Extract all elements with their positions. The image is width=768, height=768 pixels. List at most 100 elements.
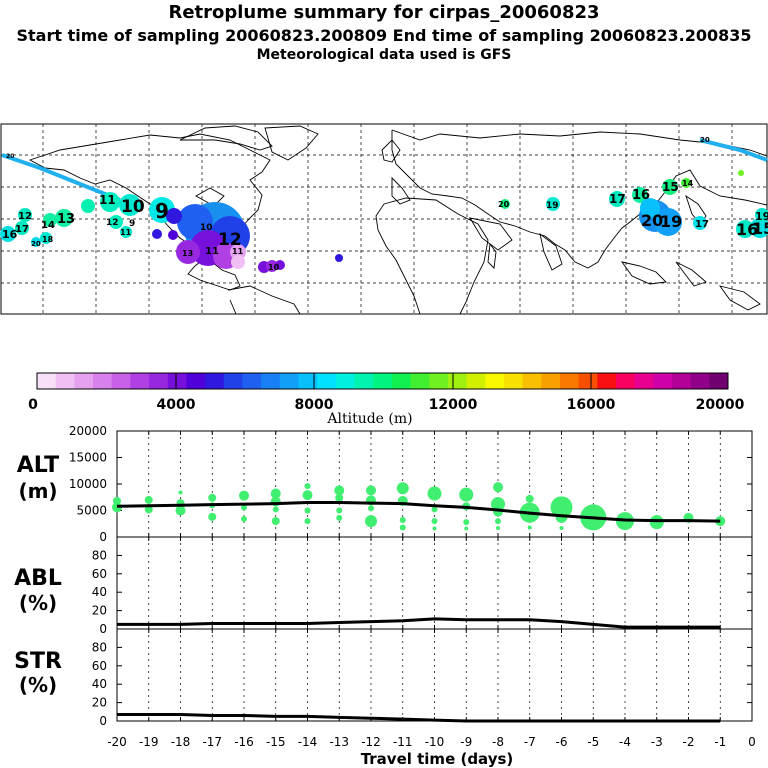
map-label: 17 — [695, 219, 709, 230]
map-label: 11 — [205, 246, 219, 257]
colorbar-swatch — [37, 373, 57, 389]
y-tick-label: 5000 — [76, 504, 107, 518]
plume-marker — [0, 226, 16, 242]
scatter-point — [399, 524, 406, 531]
colorbar-swatch — [354, 373, 374, 389]
plume-marker — [609, 191, 625, 207]
colorbar-swatch — [111, 373, 131, 389]
map-label: 12 — [18, 211, 32, 222]
panel-abl: 0 20 40 60 80 ABL(%) — [14, 536, 753, 636]
colorbar-swatches — [37, 373, 729, 389]
map-label: 16 — [736, 220, 758, 239]
map-label: 20 — [498, 200, 510, 209]
y-tick-label: 0 — [99, 622, 107, 636]
series-line — [117, 617, 721, 629]
colorbar-swatch — [447, 373, 468, 389]
plume-marker — [266, 260, 278, 272]
scatter-point — [304, 507, 311, 514]
y-tick-label: 80 — [92, 640, 107, 654]
scatter-point — [208, 493, 217, 502]
scatter-point — [302, 490, 313, 501]
x-tick-label: -6 — [556, 735, 568, 749]
colorbar-swatch — [298, 373, 318, 389]
map-label: 14 — [41, 220, 55, 231]
y-tick-label: 60 — [92, 567, 107, 581]
colorbar-swatch — [335, 373, 355, 389]
plume-marker — [43, 213, 57, 227]
time-series-panels: 05000100001500020000ALT(m)020406080ABL(%… — [14, 424, 756, 768]
trajectory-streak-east — [699, 138, 768, 162]
x-tick-label: -9 — [460, 735, 472, 749]
colorbar-frame — [36, 372, 729, 390]
plume-marker — [738, 170, 744, 176]
colorbar-swatch — [690, 373, 710, 389]
scatter-point — [649, 515, 664, 530]
colorbar-swatch — [709, 373, 729, 389]
x-tick-label: -18 — [171, 735, 191, 749]
panel-ylabel: (m) — [18, 479, 57, 503]
map-panel: 10 9 11 13 12 14 16 17 18 20 12 9 11 10 … — [0, 123, 768, 315]
map-label: 15 — [662, 180, 679, 194]
map-label: 10 — [200, 223, 213, 233]
colorbar-swatch — [223, 373, 243, 389]
x-tick-label: -7 — [524, 735, 536, 749]
x-tick-label: -20 — [107, 735, 127, 749]
scatter-point — [432, 526, 437, 531]
plume-marker — [119, 194, 141, 216]
map-label: 12 — [218, 230, 242, 250]
map-label: 13 — [57, 212, 75, 227]
scatter-point — [271, 517, 280, 526]
scatter-point — [368, 505, 374, 512]
scatter-point — [399, 517, 406, 524]
scatter-point — [463, 519, 470, 526]
plume-marker — [100, 192, 120, 212]
map-label: 20 — [641, 211, 663, 230]
colorbar-swatch — [261, 373, 281, 389]
panel-ylabel: ALT — [17, 453, 59, 478]
colorbar-tick-label: 12000 — [429, 397, 478, 413]
scatter-point — [495, 518, 501, 525]
scatter-point — [431, 506, 438, 513]
plume-marker — [55, 209, 73, 227]
y-tick-label: 20 — [92, 604, 107, 618]
plume-marker — [168, 230, 178, 240]
colorbar-swatch — [55, 373, 75, 389]
colorbar-swatch — [615, 373, 636, 389]
map-label: 14 — [682, 179, 694, 188]
plume-marker — [662, 179, 678, 195]
plume-marker — [40, 232, 52, 244]
map-label: 17 — [15, 224, 29, 235]
plume-marker — [152, 229, 162, 239]
scatter-point — [178, 490, 183, 495]
x-tick-label: -14 — [298, 735, 318, 749]
x-tick-label: -2 — [683, 735, 695, 749]
scatter-point — [496, 525, 500, 530]
plume-marker — [230, 244, 246, 260]
map-label: 11 — [99, 193, 116, 207]
plume-marker — [750, 218, 768, 238]
plume-marker — [81, 199, 95, 213]
map-label: 15 — [752, 219, 768, 238]
scatter-point — [144, 505, 153, 514]
map-labels: 10 9 11 13 12 14 16 17 18 20 12 9 11 10 … — [2, 136, 768, 272]
colorbar-swatch — [466, 373, 486, 389]
panel-ylabel: (%) — [19, 673, 57, 697]
plume-marker — [755, 208, 768, 222]
colorbar-swatch — [279, 373, 299, 389]
plume-marker — [176, 240, 200, 264]
map-label: 20 — [31, 240, 41, 248]
colorbar-tick-label: 8000 — [295, 397, 334, 413]
series-line — [117, 713, 721, 723]
map-label: 16 — [2, 228, 18, 241]
plume-marker — [632, 187, 648, 203]
map-label: 19 — [755, 210, 768, 223]
panel-ylabel: (%) — [19, 591, 57, 615]
scatter-point — [239, 490, 249, 501]
map-label: 20 — [700, 136, 710, 144]
scatter-point — [208, 512, 217, 521]
y-tick-label: 0 — [99, 714, 107, 728]
x-tick-label: -11 — [393, 735, 413, 749]
map-label: 11 — [232, 247, 244, 256]
colorbar-swatch — [485, 373, 505, 389]
